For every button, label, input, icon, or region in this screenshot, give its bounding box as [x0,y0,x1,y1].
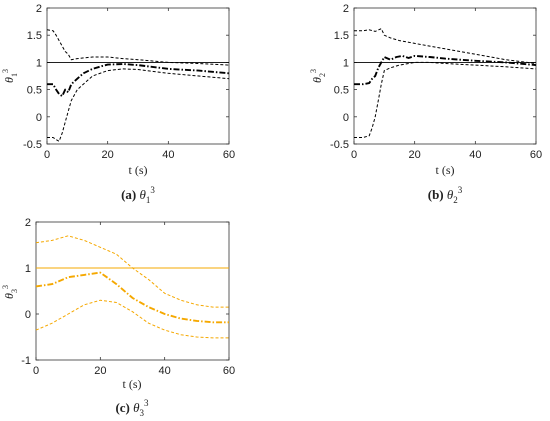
x-tick-label-c: 60 [223,365,235,377]
estimate-line-b [354,54,537,86]
caption-sup-a: 3 [150,185,155,195]
y-tick-label-c: -1 [21,355,31,367]
y-tick-label-a: 2 [36,3,42,15]
estimate-line-c [35,271,229,324]
y-label-sym-a: θ [2,77,16,83]
x-axis-label-b: t (s) [436,163,455,177]
y-tick-label-b: 1.5 [334,30,349,42]
caption-sym-c: θ [133,400,140,415]
lower-bound-line-b [354,61,537,138]
panel-a: 0 20 40 60-0.500.511.52 t (s) θ13 (a) θ13 [1,3,235,205]
y-tick-label-c: 1 [25,263,31,275]
y-axis-label-b: θ23 [309,69,327,83]
x-tick-label-c: 20 [94,365,106,377]
caption-sup-c: 3 [144,398,149,408]
y-tick-label-a: -0.5 [23,139,42,151]
x-tick-label-c: 0 [33,365,39,377]
plot-area-a: 0 20 40 60-0.500.511.52 [23,3,235,161]
y-tick-label-c: 0 [25,309,31,321]
caption-b: (b) θ23 [428,185,463,205]
x-tick-label-a: 20 [102,149,114,161]
caption-sub-b: 2 [453,195,458,205]
x-tick-label-b: 40 [469,149,481,161]
caption-sub-c: 3 [140,408,145,418]
caption-sub-a: 1 [146,195,151,205]
y-label-sup-c: 3 [1,285,10,289]
y-label-sym-b: θ [310,77,324,83]
axes-frame-a [46,7,230,145]
x-tick-label-a: 60 [223,149,235,161]
lower-bound-line-c [35,299,229,339]
y-label-sub-b: 2 [318,73,327,77]
x-tick-label-b: 20 [409,149,421,161]
panel-b: 0 20 40 60-0.500.511.52 t (s) θ23 (b) θ23 [309,3,542,205]
y-label-sup-a: 3 [1,69,10,73]
upper-bound-line-b [354,28,537,64]
y-axis-label-c: θ33 [1,285,19,299]
y-label-sup-b: 3 [309,69,318,73]
y-tick-label-b: 0 [343,112,349,124]
caption-a: (a) θ13 [121,185,155,205]
y-tick-label-b: 2 [343,3,349,15]
y-tick-label-a: 0 [36,112,42,124]
caption-label-c: (c) [115,400,129,415]
y-axis-label-a: θ13 [1,69,19,83]
x-tick-label-b: 60 [530,149,542,161]
lower-bound-line-a [47,68,230,142]
caption-sup-b: 3 [458,185,463,195]
y-label-sub-c: 3 [10,289,19,293]
plot-area-b: 0 20 40 60-0.500.511.52 [330,3,542,161]
x-tick-label-a: 40 [162,149,174,161]
caption-sym-a: θ [140,187,147,202]
y-tick-label-a: 1 [36,57,42,69]
y-tick-label-b: -0.5 [330,139,349,151]
caption-label-a: (a) [121,187,136,202]
caption-label-b: (b) [428,187,444,202]
y-tick-label-c: 2 [25,217,31,229]
caption-c: (c) θ33 [115,398,149,418]
axes-frame-b [353,7,537,145]
upper-bound-line-a [46,29,230,66]
estimate-line-a [47,63,230,98]
x-tick-label-c: 40 [159,365,171,377]
y-tick-label-a: 0.5 [27,85,42,97]
x-axis-label-a: t (s) [129,163,148,177]
caption-sym-b: θ [447,187,454,202]
y-tick-label-b: 1 [343,57,349,69]
upper-bound-line-c [35,235,229,308]
y-tick-label-a: 1.5 [27,30,42,42]
y-label-sym-c: θ [2,293,16,299]
y-label-sub-a: 1 [10,73,19,77]
axes-frame-c [35,221,230,361]
x-tick-label-a: 0 [44,149,50,161]
y-tick-label-b: 0.5 [334,85,349,97]
x-axis-label-c: t (s) [123,377,142,391]
x-tick-label-b: 0 [351,149,357,161]
